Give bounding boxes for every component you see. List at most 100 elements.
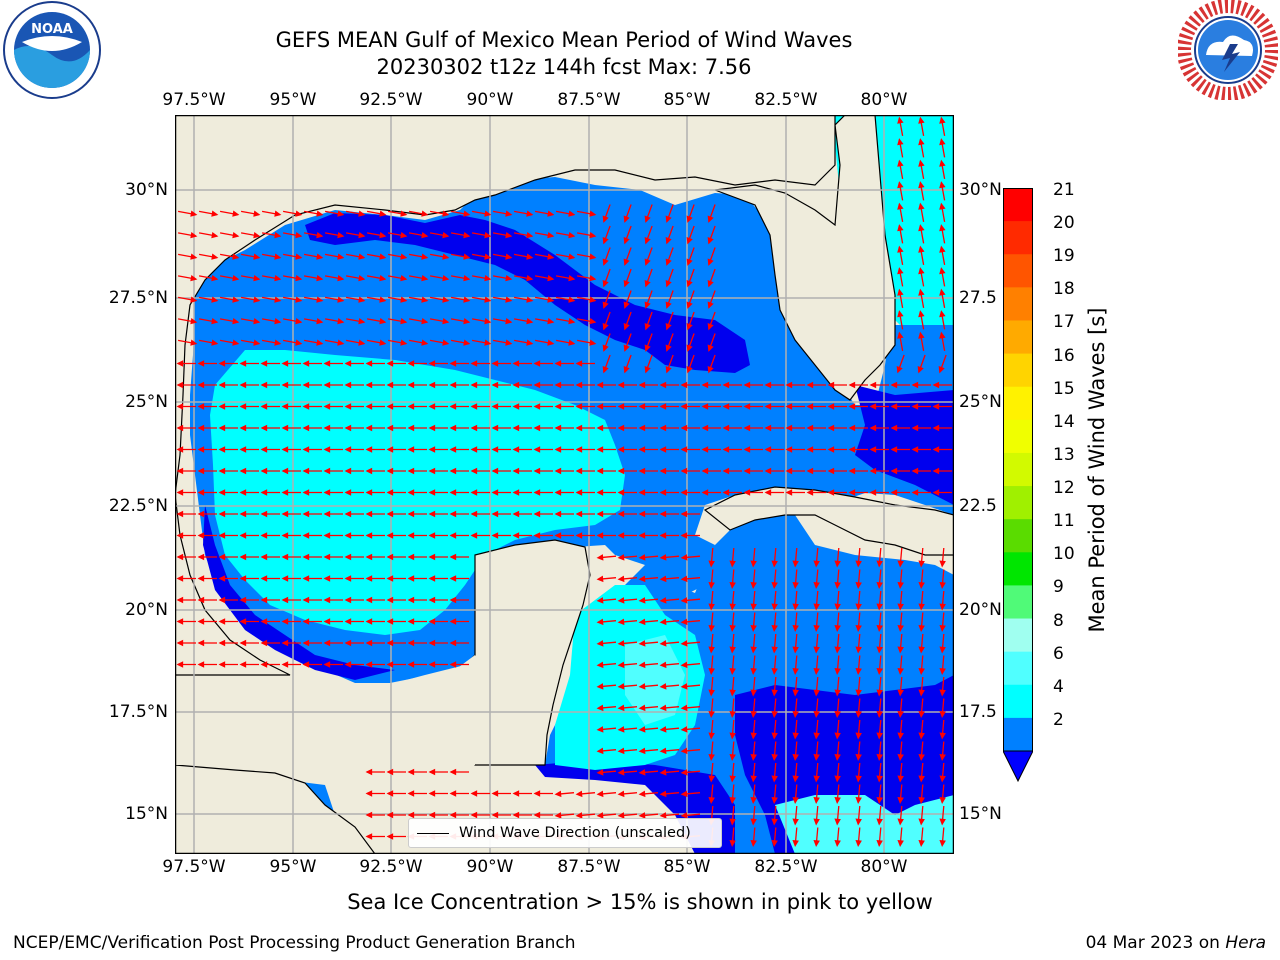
wave-direction-arrowhead [918,754,925,761]
wave-direction-arrowhead [729,818,736,826]
wave-direction-arrowhead [792,689,799,697]
wave-direction-arrowhead [253,317,261,325]
wave-direction-arrowhead [547,317,555,325]
wave-direction-arrowhead [596,489,604,496]
wave-direction-arrowhead [918,840,925,847]
cuba-land [703,486,954,556]
wave-direction-arrowhead [316,274,324,282]
wave-direction-arrowhead [939,625,946,632]
wave-direction-arrowhead [176,381,184,389]
wave-direction-arrowhead [855,754,862,761]
wave-direction-arrowhead [659,726,667,733]
wave-direction-arrowhead [533,811,541,819]
wave-direction-arrowhead [918,732,925,740]
map-subtitle: 20230302 t12z 144h fcst Max: 7.56 [376,55,752,79]
wave-direction-arrowhead [932,489,940,496]
wave-direction-arrowhead [602,323,609,331]
wave-direction-arrowhead [274,317,282,325]
wave-direction-arrowhead [365,467,373,475]
wave-direction-arrowhead [323,403,331,410]
wave-direction-arrowhead [218,661,226,668]
wave-direction-arrowhead [939,202,946,210]
wave-direction-arrowhead [897,245,904,253]
wave-direction-arrowhead [918,267,925,275]
lon-tick-bottom: 90°W [466,857,514,877]
wave-direction-arrowhead [785,403,793,410]
wave-direction-arrowhead [526,231,534,239]
wave-direction-arrowhead [729,646,736,654]
wave-direction-arrowhead [589,296,597,303]
wave-direction-arrowhead [176,489,184,496]
wave-direction-arrowhead [596,812,604,819]
wave-direction-arrowhead [869,381,877,389]
wave-direction-arrowhead [876,603,883,611]
colorbar-cell [1003,717,1033,752]
wave-direction-arrowhead [918,245,925,253]
wave-direction-arrowhead [190,296,198,303]
wave-direction-arrowhead [197,575,205,582]
wave-direction-arrowhead [407,618,415,625]
wave-direction-arrowhead [911,489,919,496]
wave-direction-arrowhead [638,403,646,410]
wave-direction-arrowhead [491,381,499,389]
wave-direction-arrowhead [890,424,898,432]
wave-direction-arrowhead [281,553,289,561]
wave-direction-arrowhead [659,467,667,475]
wave-direction-arrowhead [176,360,184,367]
wave-direction-arrowhead [428,575,436,582]
wave-direction-arrowhead [239,510,247,518]
wave-direction-arrowhead [323,618,331,625]
wave-direction-arrowhead [743,467,751,475]
nws-logo [1177,0,1279,101]
lon-tick-bottom: 82.5°W [754,857,818,877]
wave-direction-arrowhead [771,560,778,568]
wave-direction-arrowhead [253,231,261,239]
wave-direction-arrowhead [218,360,226,367]
wave-direction-arrowhead [211,253,219,260]
wave-direction-arrowhead [771,646,778,654]
wave-direction-arrowhead [232,339,240,346]
wave-direction-arrowhead [623,366,630,374]
wave-direction-arrowhead [665,323,672,331]
wave-direction-arrowhead [813,582,820,589]
lon-tick-top: 95°W [269,90,317,110]
wave-direction-arrowhead [575,510,583,518]
wave-direction-arrowhead [526,339,534,346]
wave-direction-arrowhead [533,467,541,475]
wave-direction-arrowhead [484,274,492,282]
wave-direction-arrowhead [939,818,946,826]
wave-direction-arrowhead [876,775,883,783]
wave-direction-arrowhead [295,317,303,325]
wave-direction-arrowhead [295,274,303,282]
wave-direction-arrowhead [602,215,609,223]
wave-direction-arrowhead [407,532,415,539]
wave-direction-arrowhead [190,231,198,239]
wave-direction-arrowhead [302,446,310,453]
wave-direction-arrowhead [869,467,877,475]
wave-direction-arrowhead [260,467,268,475]
wave-direction-arrowhead [239,446,247,453]
wave-direction-arrowhead [680,510,688,518]
wave-direction-arrowhead [428,768,436,776]
wave-direction-arrowhead [568,296,576,303]
wave-direction-arrowhead [707,215,714,223]
wave-direction-arrowhead [547,253,555,260]
wave-direction-arrowhead [834,560,841,568]
colorbar-cell [1003,519,1033,553]
wave-direction-arrowhead [596,510,604,518]
us-gulf-coast-land [175,115,836,496]
wave-direction-arrowhead [428,424,436,432]
wave-direction-arrowhead [680,489,688,496]
noaa-logo-text: NOAA [31,22,73,37]
wave-direction-arrowhead [554,532,562,539]
wave-direction-arrowhead [197,489,205,496]
wave-direction-arrowhead [365,403,373,410]
wave-direction-arrowhead [680,554,688,561]
wave-direction-arrowhead [547,231,555,239]
wave-direction-arrowhead [617,726,625,733]
wave-direction-arrowhead [554,381,562,389]
wave-direction-arrowhead [449,790,457,797]
wave-direction-arrowhead [337,296,345,303]
wave-direction-arrowhead [407,661,415,668]
wave-direction-arrowhead [617,812,625,819]
